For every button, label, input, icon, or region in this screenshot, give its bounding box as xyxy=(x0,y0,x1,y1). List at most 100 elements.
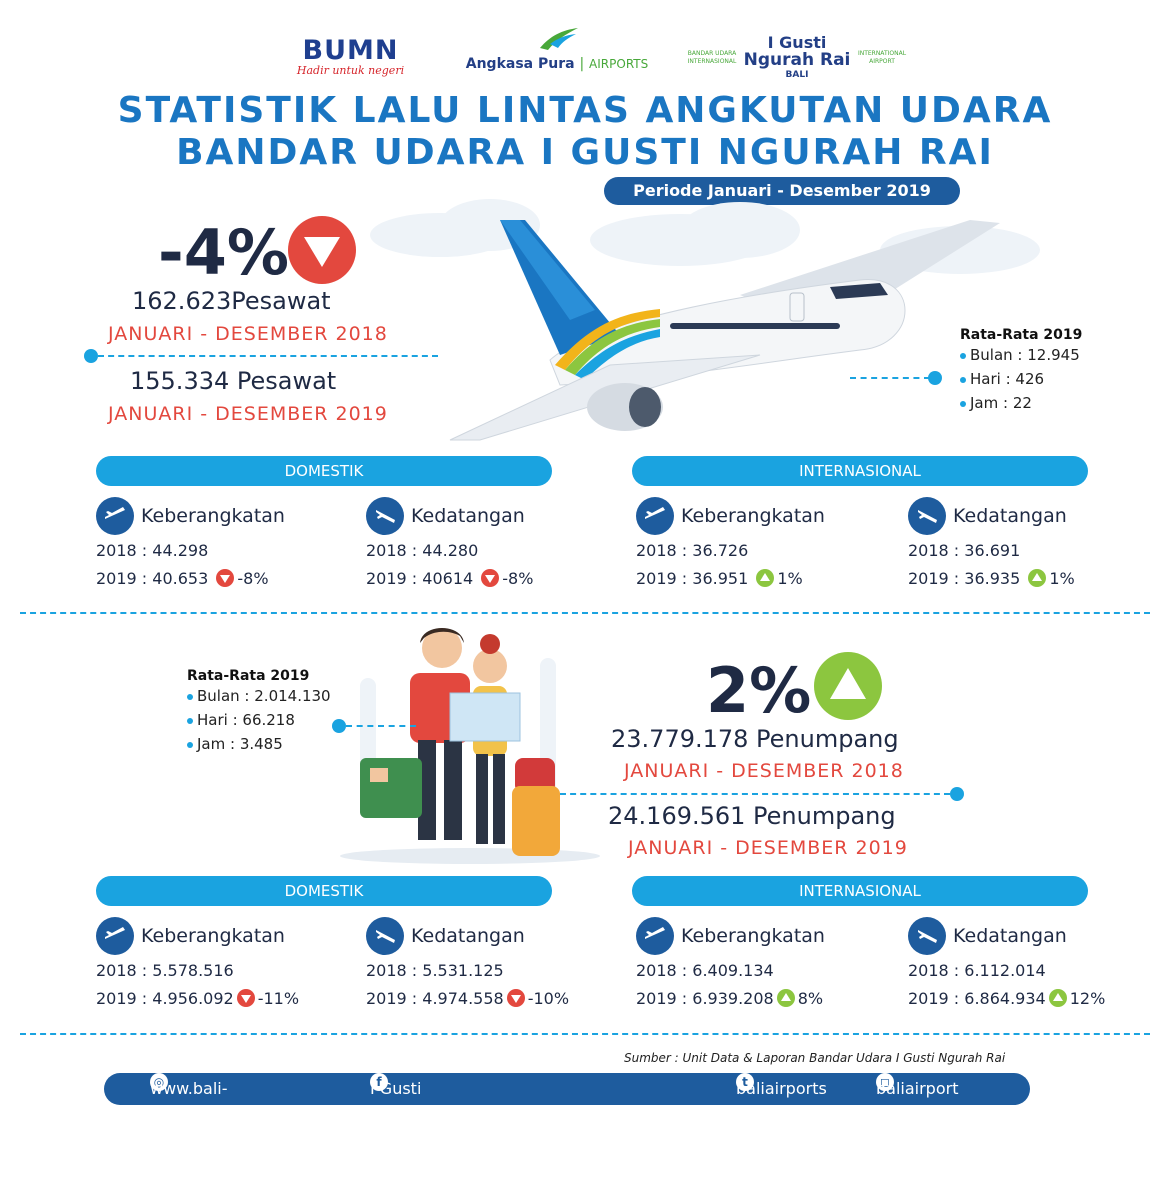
aircraft-change-percent: -4% xyxy=(158,216,289,289)
passenger-international-arrival: Kedatangan 2018 : 6.112.014 2019 : 6.864… xyxy=(908,917,1163,1013)
avg-connector-dash xyxy=(346,725,416,727)
aircraft-value-2019: 155.334 Pesawat xyxy=(130,367,337,395)
source-note: Sumber : Unit Data & Laporan Bandar Udar… xyxy=(624,1051,1006,1065)
facebook-icon: f xyxy=(370,1073,388,1091)
aircraft-international-departure-change: 1% xyxy=(777,569,803,588)
travelers-illustration-icon xyxy=(340,628,600,864)
passenger-average-heading: Rata-Rata 2019 xyxy=(187,668,310,684)
passenger-domestic-departure-label: Keberangkatan xyxy=(141,925,285,947)
increase-triangle-icon xyxy=(1028,569,1047,587)
aircraft-average-heading: Rata-Rata 2019 xyxy=(960,327,1083,343)
passenger-average-bulan: Bulan : 2.014.130 xyxy=(197,687,331,705)
gnr-logo-line3: BALI xyxy=(785,70,809,80)
period-badge: Periode Januari - Desember 2019 xyxy=(604,177,960,205)
increase-triangle-icon xyxy=(776,989,795,1007)
passenger-value-2019: 24.169.561 Penumpang xyxy=(608,802,896,830)
passenger-international-arrival-change: 12% xyxy=(1069,989,1106,1008)
instagram-icon: ◻ xyxy=(876,1073,894,1091)
passenger-change-percent: 2% xyxy=(706,654,812,727)
departure-plane-icon xyxy=(636,917,674,955)
aircraft-label-2018: JANUARI - DESEMBER 2018 xyxy=(108,323,388,345)
passenger-domestic-departure-2019: 2019 : 4.956.092 xyxy=(96,989,234,1008)
globe-icon: ◎ xyxy=(150,1073,168,1091)
passenger-international-departure-label: Keberangkatan xyxy=(681,925,825,947)
gusti-ngurah-rai-logo: BANDAR UDARA INTERNASIONAL I Gusti Ngura… xyxy=(683,34,908,84)
passenger-domestic-departure-change: -11% xyxy=(257,989,300,1008)
angkasa-pura-suffix: AIRPORTS xyxy=(589,57,649,71)
passenger-label-2019: JANUARI - DESEMBER 2019 xyxy=(628,837,908,859)
aircraft-domestic-arrival-2019: 2019 : 40614 xyxy=(366,569,474,588)
section-divider xyxy=(20,1033,1150,1035)
aircraft-domestic-departure-label: Keberangkatan xyxy=(141,505,285,527)
title-line2: BANDAR UDARA I GUSTI NGURAH RAI xyxy=(176,132,994,173)
aircraft-average-box: Rata-Rata 2019 Bulan : 12.945 Hari : 426… xyxy=(960,327,1082,415)
departure-plane-icon xyxy=(96,497,134,535)
avg-connector-dot xyxy=(928,371,942,385)
angkasa-pura-name: Angkasa Pura xyxy=(465,56,575,72)
angkasa-pura-logo: Angkasa Pura | AIRPORTS xyxy=(462,26,652,72)
passenger-international-departure-2018: 2018 : 6.409.134 xyxy=(636,961,774,980)
departure-plane-icon xyxy=(636,497,674,535)
passenger-international-departure: Keberangkatan 2018 : 6.409.134 2019 : 6.… xyxy=(636,917,891,1013)
gnr-logo-line1: I Gusti xyxy=(767,33,827,52)
arrival-plane-icon xyxy=(366,917,404,955)
passenger-domestic-bar: DOMESTIK xyxy=(96,876,552,906)
aircraft-international-arrival: Kedatangan 2018 : 36.691 2019 : 36.935 1… xyxy=(908,497,1163,593)
passenger-domestic-arrival-change: -10% xyxy=(527,989,570,1008)
departure-plane-icon xyxy=(96,917,134,955)
gnr-logo-right-text: INTERNATIONAL AIRPORT xyxy=(857,50,907,65)
gnr-logo-line2: Ngurah Rai xyxy=(743,50,851,70)
passenger-average-hari: Hari : 66.218 xyxy=(197,711,295,729)
passenger-domestic-arrival-label: Kedatangan xyxy=(411,925,525,947)
passenger-international-bar: INTERNASIONAL xyxy=(632,876,1088,906)
aircraft-label-2019: JANUARI - DESEMBER 2019 xyxy=(108,403,388,425)
decrease-triangle-icon xyxy=(216,569,235,587)
decrease-triangle-icon xyxy=(506,989,525,1007)
decrease-triangle-icon xyxy=(288,216,356,284)
aircraft-international-bar: INTERNASIONAL xyxy=(632,456,1088,486)
aircraft-domestic-arrival-change: -8% xyxy=(502,569,534,588)
twitter-icon: t xyxy=(736,1073,754,1091)
aircraft-average-hari: Hari : 426 xyxy=(970,370,1045,388)
passenger-international-arrival-2019: 2019 : 6.864.934 xyxy=(908,989,1046,1008)
passenger-value-2018: 23.779.178 Penumpang xyxy=(611,725,899,753)
aircraft-international-departure-label: Keberangkatan xyxy=(681,505,825,527)
increase-triangle-icon xyxy=(814,652,882,720)
timeline-dot xyxy=(84,349,98,363)
aircraft-average-bulan: Bulan : 12.945 xyxy=(970,346,1080,364)
timeline-dot xyxy=(950,787,964,801)
airplane-illustration-icon xyxy=(370,199,1040,441)
timeline-dash xyxy=(560,793,950,795)
aircraft-international-departure: Keberangkatan 2018 : 36.726 2019 : 36.95… xyxy=(636,497,891,593)
passenger-domestic-departure: Keberangkatan 2018 : 5.578.516 2019 : 4.… xyxy=(96,917,351,1013)
aircraft-domestic-bar: DOMESTIK xyxy=(96,456,552,486)
aircraft-domestic-arrival: Kedatangan 2018 : 44.280 2019 : 40614 -8… xyxy=(366,497,621,593)
aircraft-international-arrival-label: Kedatangan xyxy=(953,505,1067,527)
timeline-dash xyxy=(98,355,438,357)
aircraft-international-arrival-2018: 2018 : 36.691 xyxy=(908,541,1021,560)
passenger-domestic-departure-2018: 2018 : 5.578.516 xyxy=(96,961,234,980)
passenger-international-departure-2019: 2019 : 6.939.208 xyxy=(636,989,774,1008)
avg-connector-dot xyxy=(332,719,346,733)
aircraft-domestic-arrival-2018: 2018 : 44.280 xyxy=(366,541,479,560)
arrival-plane-icon xyxy=(366,497,404,535)
arrival-plane-icon xyxy=(908,497,946,535)
section-divider xyxy=(20,612,1150,614)
aircraft-domestic-departure: Keberangkatan 2018 : 44.298 2019 : 40.65… xyxy=(96,497,351,593)
increase-triangle-icon xyxy=(756,569,775,587)
aircraft-domestic-arrival-label: Kedatangan xyxy=(411,505,525,527)
bumn-logo-name: BUMN xyxy=(302,35,399,66)
title-line1: STATISTIK LALU LINTAS ANGKUTAN UDARA xyxy=(117,90,1053,131)
bumn-logo: BUMN Hadir untuk negeri xyxy=(283,37,418,77)
passenger-domestic-arrival-2019: 2019 : 4.974.558 xyxy=(366,989,504,1008)
decrease-triangle-icon xyxy=(236,989,255,1007)
aircraft-international-arrival-2019: 2019 : 36.935 xyxy=(908,569,1021,588)
aircraft-value-2018: 162.623Pesawat xyxy=(132,287,331,315)
passenger-international-arrival-label: Kedatangan xyxy=(953,925,1067,947)
aircraft-average-jam: Jam : 22 xyxy=(970,394,1032,412)
aircraft-international-departure-2019: 2019 : 36.951 xyxy=(636,569,749,588)
passenger-domestic-arrival: Kedatangan 2018 : 5.531.125 2019 : 4.974… xyxy=(366,917,621,1013)
decrease-triangle-icon xyxy=(481,569,500,587)
arrival-plane-icon xyxy=(908,917,946,955)
